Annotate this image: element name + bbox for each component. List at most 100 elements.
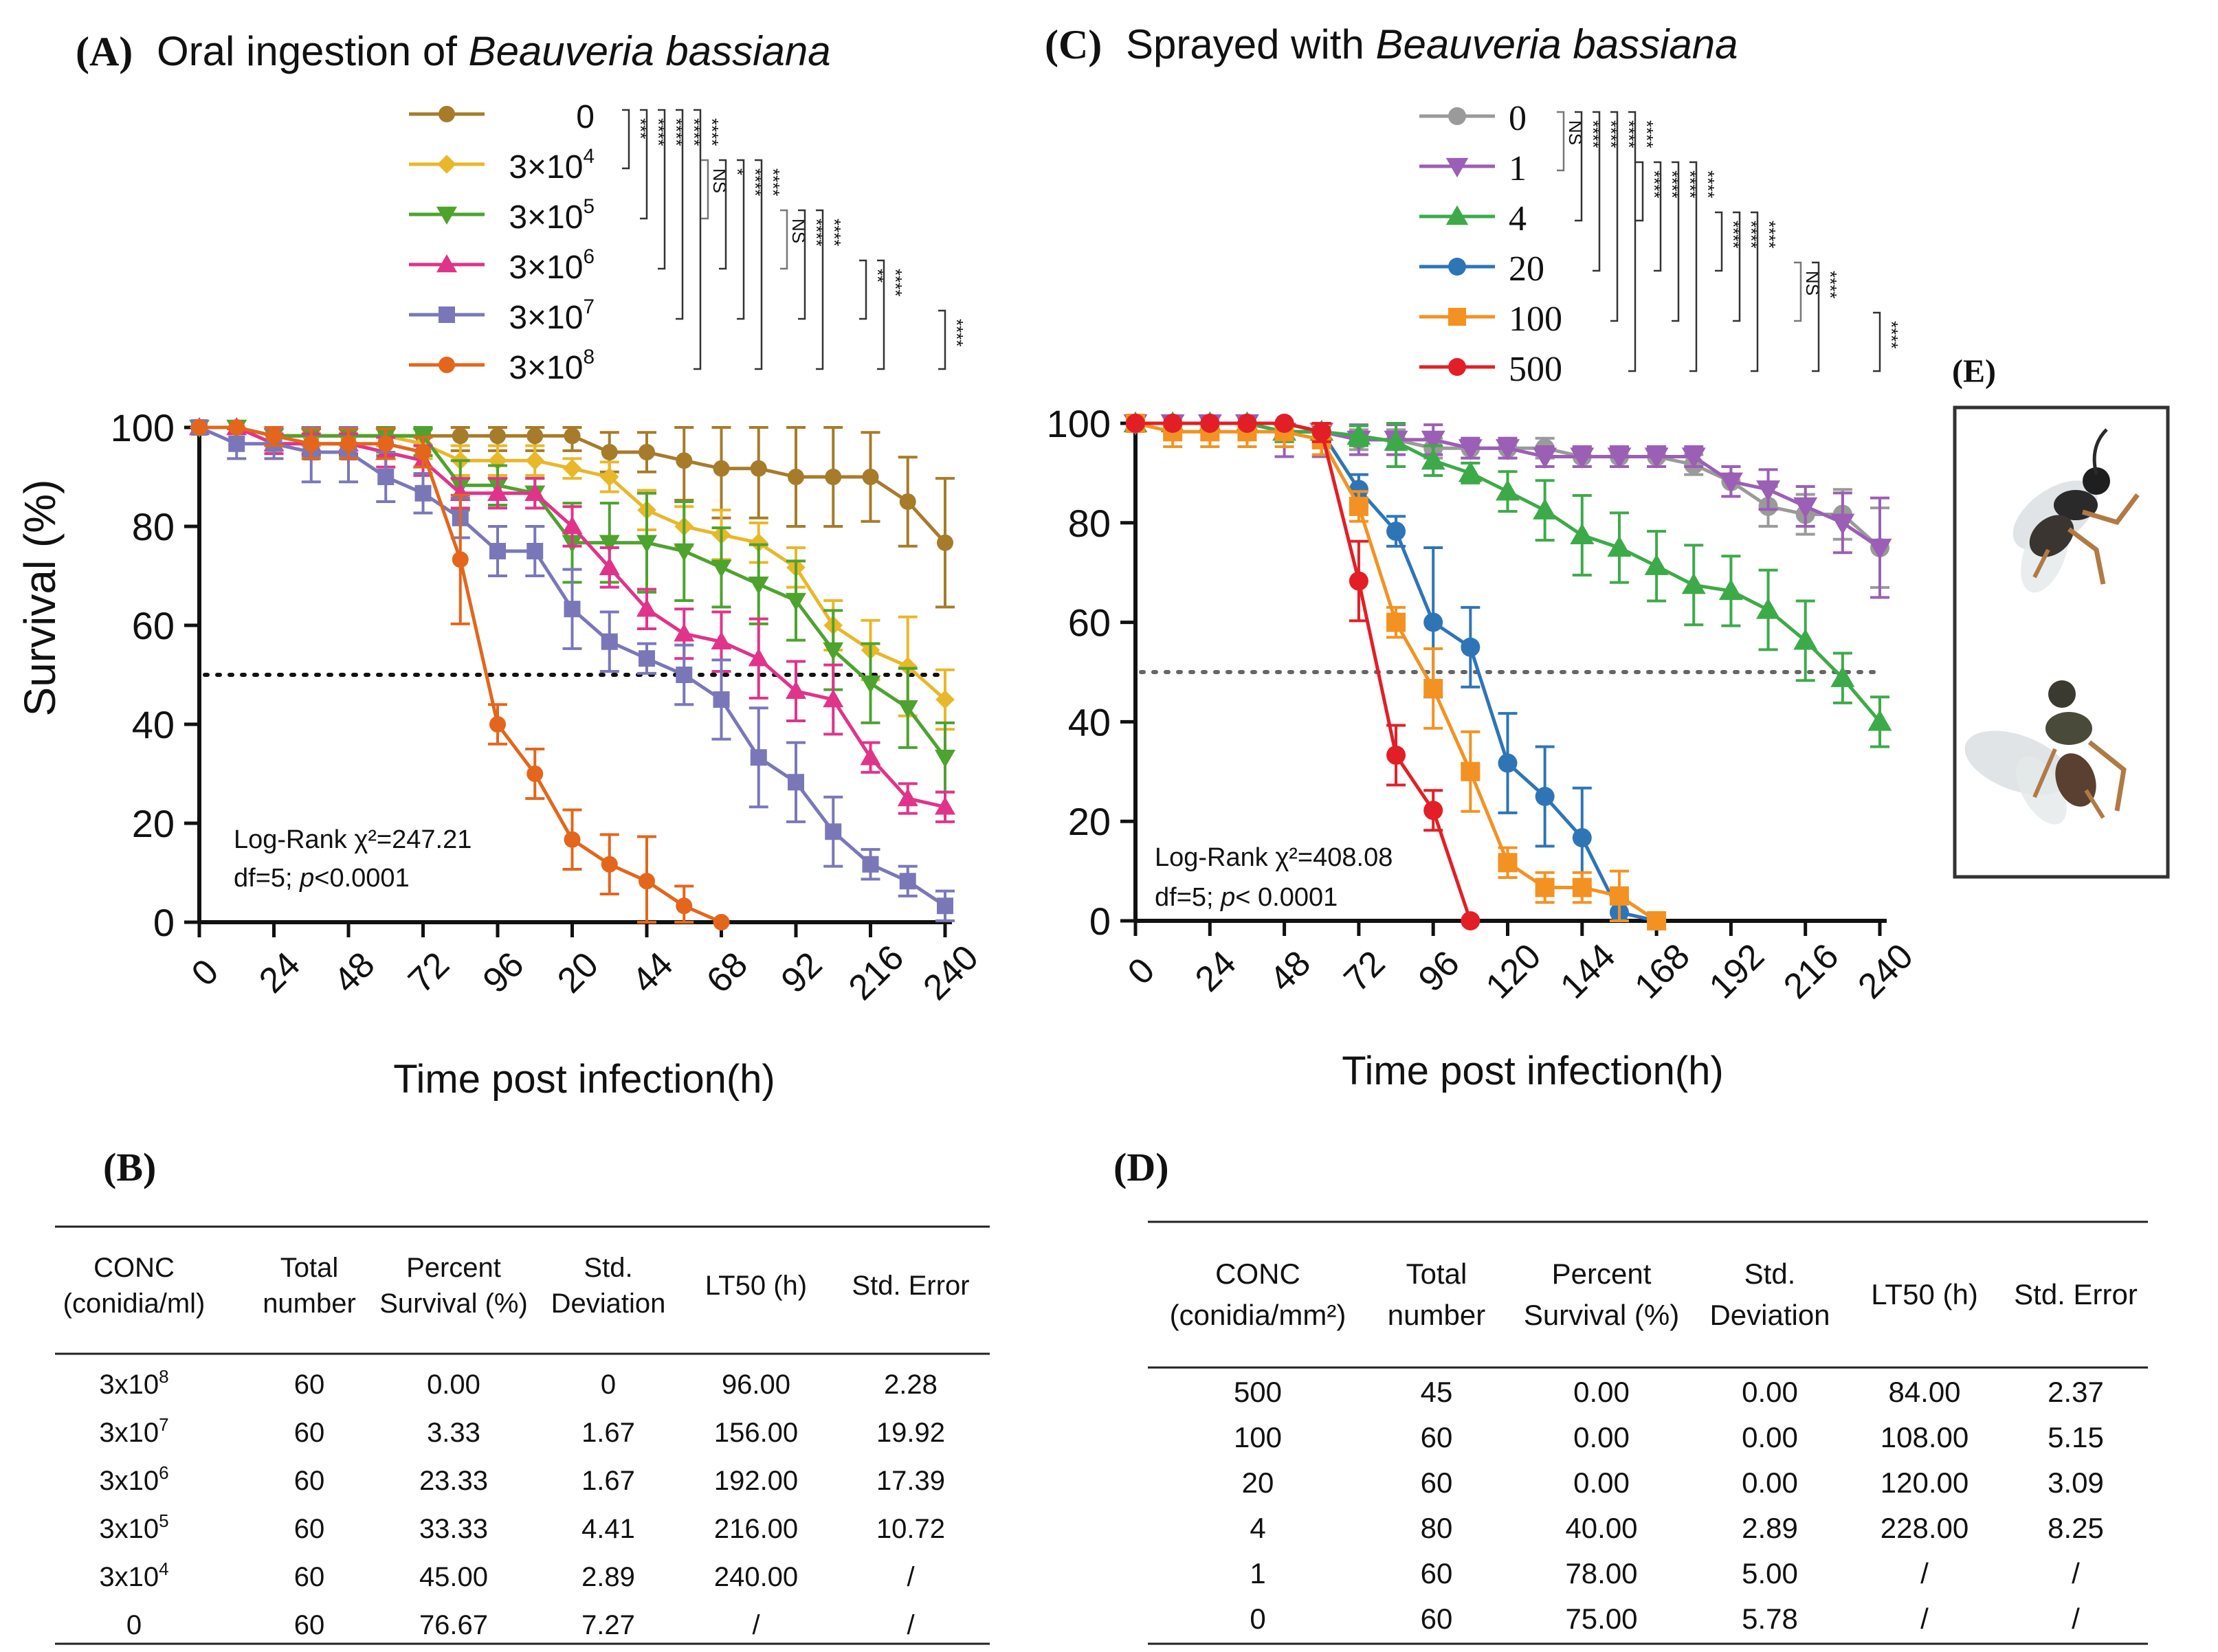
data-point: [1461, 637, 1480, 657]
legend-label: 3×108: [509, 346, 595, 386]
significance-bracket: [1610, 111, 1619, 322]
table-header-cell: (conidia/ml): [63, 1288, 206, 1319]
data-point: [414, 484, 432, 502]
logrank-stat-c: Log-Rank χ²=408.08: [1155, 843, 1393, 872]
table-cell: 3.33: [427, 1418, 480, 1448]
data-point: [488, 451, 507, 471]
data-point: [788, 469, 804, 485]
table-cell: 80: [1421, 1512, 1453, 1544]
table-cell: 216.00: [714, 1514, 798, 1544]
panel-e-label: (E): [1952, 353, 1996, 390]
x-tick-label: 96: [476, 945, 532, 1001]
significance-bracket: [877, 259, 885, 370]
significance-bracket: [798, 209, 806, 320]
data-point: [526, 427, 544, 445]
table-cell: 60: [1421, 1603, 1453, 1635]
data-point: [823, 642, 844, 660]
significance-bracket: [938, 309, 946, 370]
data-point: [825, 823, 842, 840]
data-point: [823, 689, 844, 708]
data-point: [713, 691, 730, 708]
x-tick-label: 216: [841, 937, 911, 1007]
data-point: [639, 650, 655, 667]
x-axis-title-c: Time post infection(h): [1342, 1049, 1724, 1093]
legend-marker: [436, 206, 457, 225]
table-cell: 240.00: [714, 1562, 798, 1592]
data-point: [1535, 787, 1555, 806]
data-point: [862, 856, 879, 873]
significance-label: ****: [824, 219, 845, 246]
data-point: [676, 897, 693, 915]
table-cell-conc: 500: [1234, 1376, 1282, 1408]
table-cell: 60: [1421, 1557, 1453, 1589]
legend-marker: [437, 155, 456, 174]
y-tick-label: 0: [153, 901, 175, 944]
series-2: [1123, 411, 1892, 748]
table-cell-conc: 100: [1234, 1421, 1282, 1453]
series-line: [1135, 421, 1472, 922]
significance-bracket: [859, 259, 867, 320]
data-point: [1498, 753, 1518, 773]
data-point: [674, 623, 695, 642]
table-cell: 78.00: [1565, 1557, 1637, 1589]
significance-label: **: [867, 269, 888, 282]
legend-marker: [439, 306, 455, 323]
significance-label: NS: [788, 219, 809, 243]
y-tick-label: 20: [1068, 800, 1111, 843]
panel-a-title: (A) Oral ingestion of Beauveria bassiana: [76, 28, 831, 74]
table-cell: 45: [1421, 1376, 1453, 1408]
table-cell: /: [907, 1610, 915, 1640]
table-cell-conc: 0: [126, 1610, 142, 1640]
data-point: [1681, 572, 1706, 594]
y-tick-label: 40: [132, 703, 175, 746]
data-point: [1421, 430, 1445, 452]
table-cell: 8.25: [2048, 1512, 2104, 1544]
significance-label: NS: [709, 168, 730, 193]
x-tick-label: 48: [1262, 944, 1318, 1000]
data-point: [748, 648, 769, 667]
data-point: [1533, 447, 1557, 469]
data-point: [564, 601, 581, 618]
significance-bracket: [1593, 111, 1601, 272]
table-cell: 3.09: [2048, 1466, 2104, 1499]
legend-label: 3×104: [509, 145, 595, 186]
data-point: [713, 914, 730, 930]
data-point: [340, 435, 357, 452]
data-point: [489, 716, 506, 733]
data-point: [1461, 761, 1480, 781]
significance-bracket: [755, 159, 763, 370]
logrank-df-a: df=5; p<0.0001: [234, 864, 410, 893]
significance-bracket: [640, 109, 648, 220]
table-cell: /: [907, 1562, 915, 1592]
data-point: [599, 535, 620, 553]
y-tick-label: 80: [132, 505, 175, 548]
significance-bracket: [1715, 211, 1723, 272]
table-row: 500 45 0.00 0.00 84.00 2.37: [1234, 1376, 2104, 1408]
series-5: [191, 419, 730, 930]
data-point: [748, 533, 768, 552]
data-point: [489, 427, 506, 445]
significance-brackets-a: *******************NS*********NS********…: [622, 109, 967, 370]
significance-label: ****: [1881, 321, 1902, 348]
significance-bracket: [1794, 261, 1802, 322]
data-point: [935, 690, 955, 709]
data-point: [786, 592, 806, 611]
significance-label: ****: [1644, 170, 1665, 198]
table-row: 3x104 60 45.00 2.89 240.00 /: [99, 1559, 915, 1592]
table-cell: 156.00: [714, 1418, 798, 1448]
data-point: [748, 576, 769, 595]
data-point: [897, 788, 918, 807]
significance-label: ****: [806, 219, 827, 246]
table-cell: 60: [294, 1610, 325, 1640]
legend-label: 4: [1509, 199, 1527, 238]
data-point: [636, 599, 657, 617]
data-point: [526, 766, 544, 782]
y-tick-label: 60: [1068, 601, 1111, 645]
data-point: [1386, 522, 1406, 542]
x-tick-label: 44: [625, 945, 681, 1001]
data-point: [1756, 598, 1781, 619]
data-point: [1386, 612, 1406, 632]
x-tick-label: 92: [774, 945, 830, 1001]
table-cell: 0: [601, 1370, 616, 1400]
table-b-label: (B): [103, 1145, 156, 1190]
